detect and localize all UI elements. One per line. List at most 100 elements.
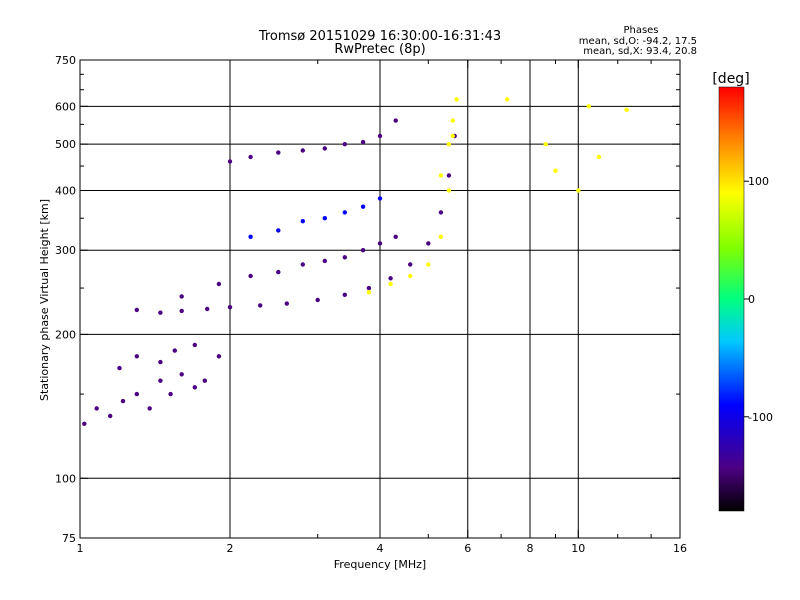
data-point [388, 281, 393, 287]
data-point [450, 118, 455, 123]
colorbar-tick-label: 0 [748, 293, 755, 306]
stats-line-o: mean, sd,O: -94.2, 17.5 [579, 36, 697, 47]
colorbar-tick-label: -100 [748, 411, 773, 424]
data-point [377, 133, 383, 139]
data-point [360, 204, 366, 209]
data-point [276, 150, 281, 155]
data-point [342, 142, 347, 147]
colorbar-ticks: 100 0 -100 [718, 86, 773, 512]
data-point [322, 258, 327, 264]
data-point [227, 305, 233, 310]
data-point [179, 294, 184, 299]
data-point [342, 255, 347, 260]
data-point [576, 188, 581, 193]
data-point [315, 297, 320, 303]
data-point [158, 378, 163, 383]
y-tick-label: 100 [55, 472, 76, 485]
data-point [388, 276, 393, 281]
data-point [438, 173, 444, 178]
data-point [248, 273, 253, 279]
data-point [134, 354, 139, 359]
data-point [438, 210, 444, 215]
data-point [158, 310, 163, 315]
y-tick-label: 200 [55, 328, 76, 341]
data-point [446, 173, 452, 178]
data-point [342, 210, 347, 215]
data-point [158, 359, 163, 365]
chart-subtitle: RwPretec (8p) [334, 42, 425, 57]
data-point [179, 372, 184, 377]
data-point [454, 97, 459, 102]
data-point [284, 301, 289, 306]
data-point [450, 133, 455, 139]
data-point [322, 216, 327, 221]
data-point [300, 262, 305, 267]
y-tick-label: 400 [55, 184, 76, 197]
data-point [120, 398, 126, 404]
data-point [596, 154, 602, 160]
data-point [248, 234, 253, 239]
data-point [377, 241, 383, 246]
data-point [426, 262, 431, 267]
data-point [393, 118, 398, 123]
data-point [172, 348, 177, 353]
x-tick-label: 1 [77, 542, 84, 555]
y-tick-label: 300 [55, 244, 76, 257]
data-point [377, 196, 383, 201]
data-point [322, 146, 327, 151]
colorbar-frame [718, 86, 745, 512]
y-tick-label: 75 [62, 532, 76, 545]
y-tick-label: 500 [55, 138, 76, 151]
x-tick-label: 16 [673, 542, 687, 555]
data-point [505, 97, 510, 102]
data-point [366, 290, 372, 295]
data-point [276, 228, 281, 233]
grid [80, 60, 680, 538]
data-point [168, 391, 173, 397]
data-point [248, 154, 253, 160]
colorbar-label: [deg] [712, 71, 749, 87]
data-point [216, 354, 222, 359]
data-point [202, 378, 207, 383]
data-points [82, 97, 629, 426]
y-axis: 75 100 200 300 400 500 600 750 [55, 54, 680, 545]
data-point [117, 365, 122, 371]
data-point [276, 269, 281, 275]
data-point [446, 188, 452, 193]
y-axis-label: Stationary phase Virtual Height [km] [38, 199, 51, 401]
data-point [408, 262, 413, 267]
data-point [216, 281, 222, 287]
data-point [586, 104, 591, 109]
data-point [393, 234, 398, 239]
data-point [300, 148, 305, 153]
data-point [179, 308, 184, 314]
x-axis-label: Frequency [MHz] [334, 558, 426, 571]
stats-heading: Phases [623, 25, 658, 36]
x-tick-label: 6 [464, 542, 471, 555]
data-point [360, 139, 366, 145]
data-point [192, 342, 197, 348]
colorbar-tick-label: 100 [748, 175, 769, 188]
data-point [108, 413, 113, 419]
chart-title: Tromsø 20151029 16:30:00-16:31:43 [258, 29, 501, 44]
data-point [258, 303, 263, 308]
x-tick-label: 8 [527, 542, 534, 555]
data-point [426, 241, 431, 246]
data-point [147, 406, 152, 411]
data-point [205, 306, 210, 312]
data-point [82, 421, 87, 426]
y-tick-label: 750 [55, 54, 76, 67]
data-point [624, 107, 629, 113]
data-point [408, 273, 413, 279]
stats-line-x: mean, sd,X: 93.4, 20.8 [583, 46, 697, 57]
data-point [134, 307, 139, 313]
data-point [300, 219, 305, 224]
y-tick-label: 600 [55, 100, 76, 113]
data-point [553, 168, 558, 173]
data-point [446, 142, 452, 147]
x-tick-label: 10 [571, 542, 585, 555]
data-point [438, 234, 444, 239]
data-point [192, 385, 197, 390]
